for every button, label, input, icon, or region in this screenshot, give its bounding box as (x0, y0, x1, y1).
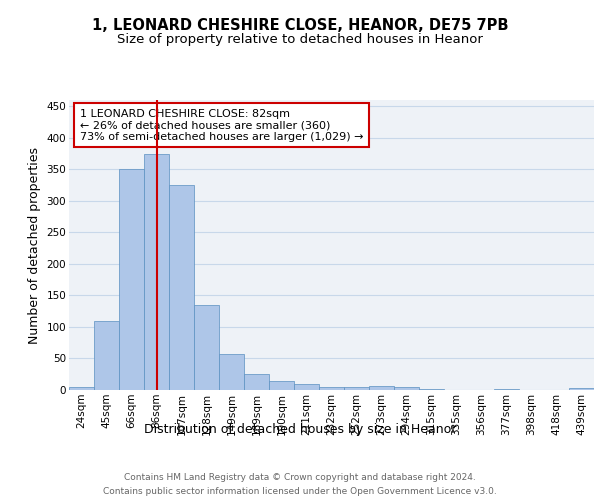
Bar (494, 388, 519, 390)
Bar (294, 384, 319, 390)
Bar (119, 170, 144, 390)
Bar (144, 154, 169, 390)
Y-axis label: Number of detached properties: Number of detached properties (28, 146, 41, 344)
Text: Distribution of detached houses by size in Heanor: Distribution of detached houses by size … (144, 422, 456, 436)
Bar (69, 387, 94, 390)
Bar (319, 387, 344, 390)
Text: Size of property relative to detached houses in Heanor: Size of property relative to detached ho… (117, 32, 483, 46)
Bar (169, 185, 194, 390)
Bar (344, 387, 369, 390)
Bar (244, 374, 269, 390)
Text: Contains HM Land Registry data © Crown copyright and database right 2024.: Contains HM Land Registry data © Crown c… (124, 472, 476, 482)
Bar (269, 381, 294, 390)
Bar (394, 387, 419, 390)
Bar (369, 386, 394, 390)
Text: 1 LEONARD CHESHIRE CLOSE: 82sqm
← 26% of detached houses are smaller (360)
73% o: 1 LEONARD CHESHIRE CLOSE: 82sqm ← 26% of… (79, 108, 363, 142)
Bar (94, 320, 119, 390)
Bar (219, 354, 244, 390)
Text: Contains public sector information licensed under the Open Government Licence v3: Contains public sector information licen… (103, 488, 497, 496)
Bar (194, 305, 219, 390)
Bar (569, 388, 594, 390)
Text: 1, LEONARD CHESHIRE CLOSE, HEANOR, DE75 7PB: 1, LEONARD CHESHIRE CLOSE, HEANOR, DE75 … (92, 18, 508, 32)
